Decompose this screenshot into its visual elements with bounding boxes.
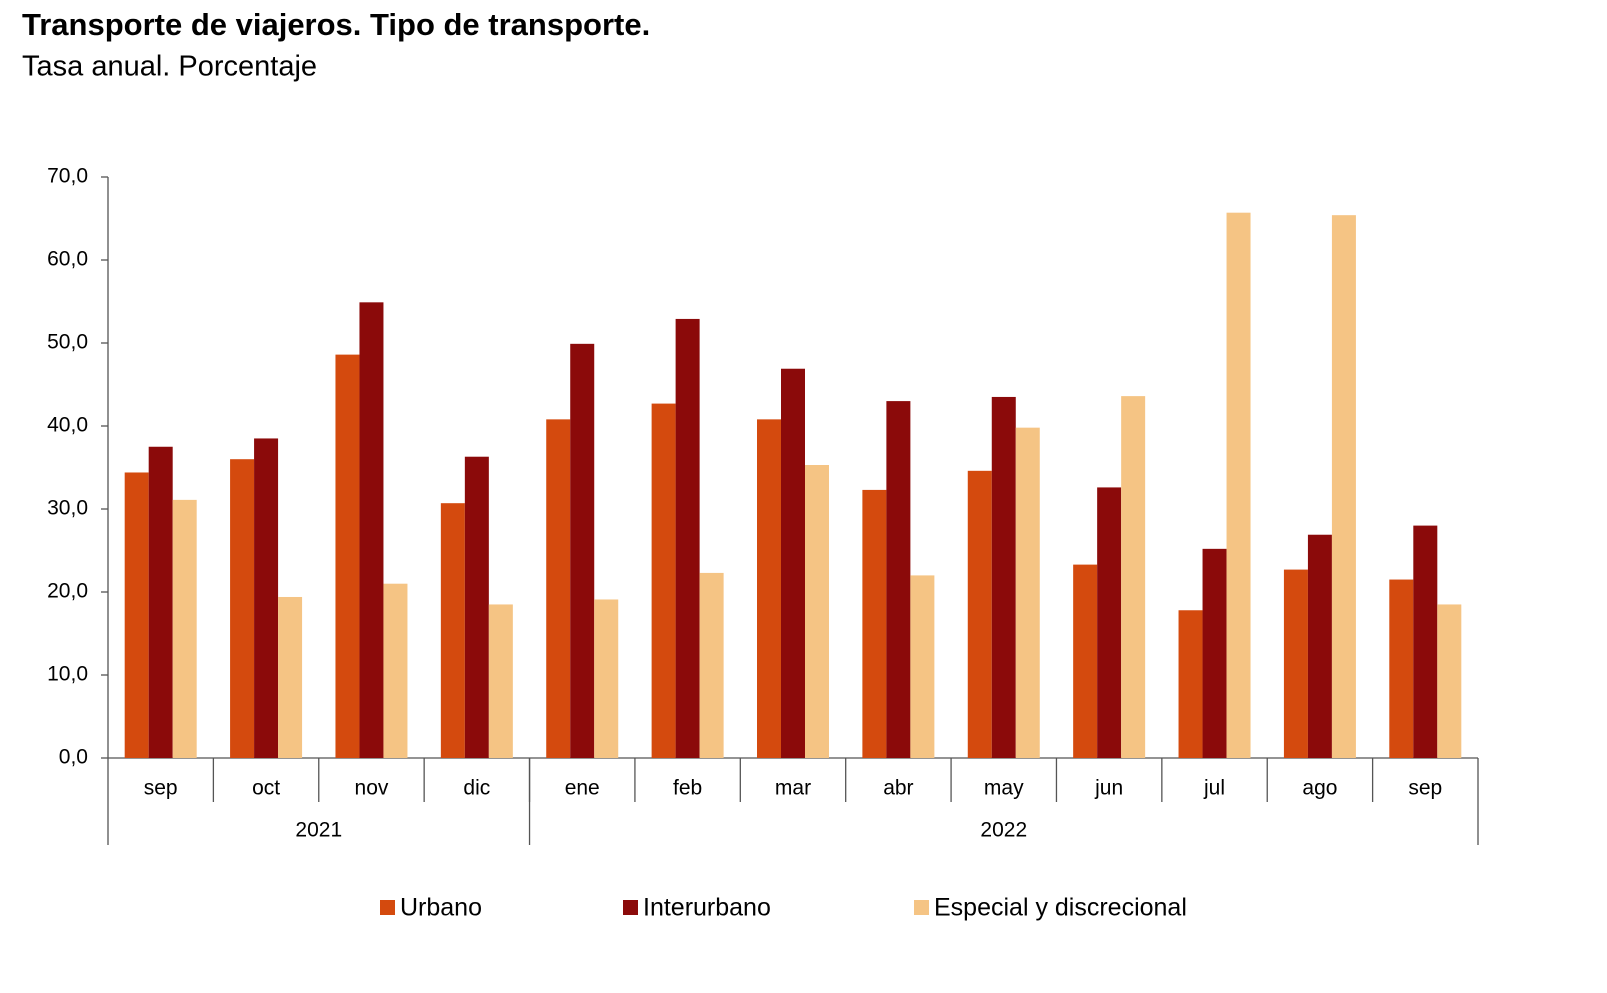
bar [1202, 548, 1227, 758]
chart-title: Transporte de viajeros. Tipo de transpor… [22, 7, 650, 42]
group-label: 2021 [295, 819, 342, 842]
bar [651, 403, 676, 758]
legend-swatch [623, 900, 638, 915]
y-tick-label: 10,0 [47, 663, 88, 686]
bar [335, 354, 360, 758]
x-tick-label: mar [775, 777, 811, 800]
y-tick-label: 70,0 [47, 165, 88, 188]
bar [278, 596, 303, 758]
bar [1283, 569, 1308, 758]
bar [546, 419, 571, 758]
y-tick-label: 50,0 [47, 331, 88, 354]
x-tick-label: nov [355, 777, 389, 800]
bar [675, 318, 700, 758]
bar [862, 489, 887, 758]
bar [1331, 215, 1356, 758]
bar [967, 470, 992, 758]
y-tick-label: 0,0 [59, 746, 88, 769]
x-tick-label: ene [565, 777, 600, 800]
bar [172, 499, 197, 758]
bar [440, 503, 465, 758]
x-tick-label: dic [463, 777, 490, 800]
bar [254, 438, 279, 758]
bar [230, 459, 255, 758]
x-tick-label: sep [1408, 777, 1442, 800]
bar [699, 572, 724, 758]
x-tick-label: abr [883, 777, 913, 800]
bar [1437, 604, 1462, 758]
y-tick-label: 20,0 [47, 580, 88, 603]
legend-label: Urbano [400, 894, 482, 922]
y-tick-label: 40,0 [47, 414, 88, 437]
legend-swatch [380, 900, 395, 915]
bar [148, 446, 173, 758]
bar [1226, 212, 1251, 758]
bar [1121, 396, 1146, 758]
bar [991, 396, 1016, 758]
bar [781, 368, 805, 758]
bar [805, 465, 829, 758]
bar [464, 456, 489, 758]
bar [886, 401, 911, 758]
bar [1015, 427, 1040, 758]
x-tick-label: may [984, 777, 1024, 800]
bar [359, 302, 384, 758]
x-tick-label: jun [1094, 777, 1123, 800]
bar [1413, 525, 1438, 758]
bar [910, 575, 935, 758]
bar [570, 343, 595, 758]
bar [1178, 610, 1203, 758]
bar [488, 604, 513, 758]
bar [1389, 579, 1414, 758]
x-tick-label: feb [673, 777, 702, 800]
x-tick-label: sep [144, 777, 178, 800]
bar [383, 583, 408, 758]
legend-swatch [914, 900, 929, 915]
bar [594, 599, 619, 758]
bar [1307, 534, 1332, 758]
x-tick-label: ago [1302, 777, 1337, 800]
x-tick-label: oct [252, 777, 280, 800]
x-tick-label: jul [1203, 777, 1225, 800]
bar [124, 472, 149, 758]
chart-subtitle: Tasa anual. Porcentaje [22, 51, 317, 83]
y-tick-label: 30,0 [47, 497, 88, 520]
legend-label: Interurbano [643, 894, 771, 922]
legend-label: Especial y discrecional [934, 894, 1187, 922]
bar [757, 419, 781, 758]
y-tick-label: 60,0 [47, 248, 88, 271]
bar [1097, 487, 1122, 758]
group-label: 2022 [980, 819, 1027, 842]
bar [1073, 564, 1098, 758]
